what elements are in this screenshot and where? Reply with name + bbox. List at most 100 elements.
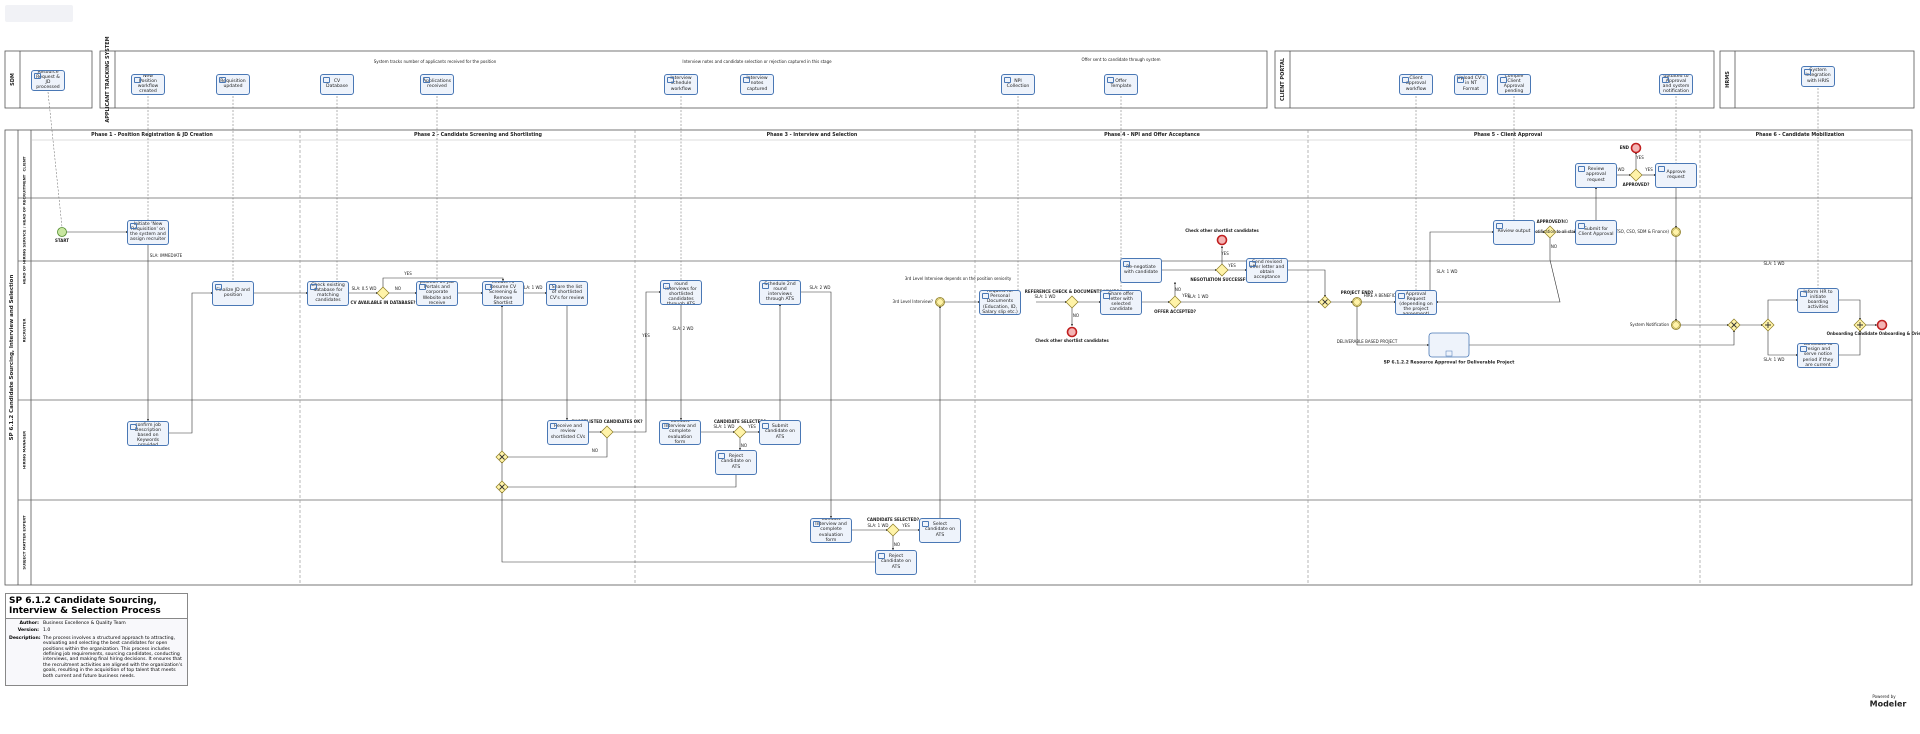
task: Share offer letter with selected candida… <box>1100 289 1142 315</box>
gateway-label: CV AVAILABLE IN DATABASE? <box>351 300 417 305</box>
sequence-flow <box>1838 299 1862 321</box>
task: Inform HR to initiate boarding activitie… <box>1797 287 1839 313</box>
gateway-symbol <box>1322 299 1328 305</box>
gateway <box>886 523 900 537</box>
gateway-label: CANDIDATE SELECTED? <box>714 419 767 424</box>
task: Compile Client Approval pending <box>1497 73 1531 95</box>
document-key: Version: <box>17 628 39 634</box>
gateway <box>1215 263 1229 277</box>
flow-label: SLA: IMMEDIATE <box>150 253 183 258</box>
task: Inform the candidate to resign and serve… <box>1797 342 1839 368</box>
event <box>1671 320 1681 330</box>
gateway <box>1168 295 1182 309</box>
subprocess-label: SP 6.1.2.2 Resource Approval for Deliver… <box>1384 360 1515 366</box>
task: Requisition updated <box>216 73 250 95</box>
gateway-label: CANDIDATE SELECTED? <box>867 517 920 522</box>
gateway <box>1629 168 1643 182</box>
gateway-label: SHORTLISTED CANDIDATES OK? <box>571 419 643 424</box>
annotation: System tracks number of applicants recei… <box>374 59 497 64</box>
flow-label: YES <box>403 271 412 276</box>
sequence-flow <box>505 474 737 489</box>
task: NPI Collection <box>1001 73 1035 95</box>
pool-label: SDM <box>10 73 16 86</box>
task: Status updated to Approval and system no… <box>1659 73 1693 95</box>
gateway-symbol <box>499 454 505 460</box>
task: Submit for Client Approval <box>1575 219 1617 245</box>
flow-label: SLA: 1 WD <box>1188 294 1209 299</box>
main-pool <box>4 129 1913 586</box>
document-row: Version: 1.0 <box>9 628 184 633</box>
gateway-label: OFFER ACCEPTED? <box>1154 309 1196 314</box>
gateway-symbol <box>1731 322 1737 328</box>
sequence-flow <box>1469 329 1736 346</box>
task: Select candidate on ATS <box>919 517 961 543</box>
pool-label: APPLICANT TRACKING SYSTEM <box>105 36 111 122</box>
sequence-flow <box>1287 269 1327 298</box>
sequence-flow <box>500 490 876 563</box>
sequence-flow <box>168 291 214 434</box>
task: Interview schedule workflow <box>664 73 698 95</box>
event-label: END <box>1620 145 1630 150</box>
task: Submit candidate on ATS <box>759 419 801 445</box>
task: Re-negotiate with candidate <box>1120 257 1162 283</box>
task: Conduct Interview and complete evaluatio… <box>659 419 701 445</box>
gateway-symbol <box>1857 322 1863 328</box>
flow-label: NO <box>894 542 900 547</box>
gateway <box>1543 225 1557 239</box>
event-ring <box>1353 298 1361 306</box>
event-label: System Notification <box>1630 322 1670 327</box>
gateway-label: APPROVED? <box>1623 182 1650 187</box>
sequence-flow <box>1767 330 1799 357</box>
task: Review and confirm job Description based… <box>127 420 169 446</box>
task: Upload CV's in NT Format <box>1454 73 1488 95</box>
task: Schedule 2nd round interviews through AT… <box>759 279 801 305</box>
flow-label: YES <box>641 333 650 338</box>
annotation: Offer sent to candidate through system <box>1081 57 1160 62</box>
sequence-flow <box>1767 298 1799 320</box>
event-label: Onboarding Candidate Onboarding & Orient… <box>1827 331 1920 336</box>
task: Initiate AI Resume CV Screening & Remove… <box>482 280 524 306</box>
gateway <box>1065 295 1079 309</box>
gateway-label: REFERENCE CHECK & DOCUMENTS VALID? <box>1025 289 1120 294</box>
lane-label: CLIENT <box>22 156 27 171</box>
gateway <box>600 425 614 439</box>
flow-label: SLA: 0.5 WD <box>352 286 377 291</box>
task: Reject candidate on ATS <box>875 549 917 575</box>
task: Share the list of shortlisted CV's for r… <box>546 280 588 306</box>
event-label: Check other shortlist candidates <box>1185 228 1259 233</box>
event-ring <box>1672 321 1680 329</box>
task: Interview notes captured <box>740 73 774 95</box>
document-rows: Author: Business Excellence & Quality Tea… <box>6 621 187 679</box>
flow-label: SLA: 1 WD <box>1035 294 1056 299</box>
subprocess <box>1428 332 1470 358</box>
task: New Position workflow created <box>131 73 165 95</box>
pool-label: SP 6.1.2 Candidate Sourcing, Interview a… <box>9 275 15 441</box>
task: Schedule 1st round interviews for shortl… <box>660 279 702 305</box>
sequence-flow <box>1356 306 1430 347</box>
task: Applications received <box>420 73 454 95</box>
phase-label: Phase 2 - Candidate Screening and Shortl… <box>414 132 543 138</box>
event <box>1630 142 1642 154</box>
task: Send revised offer letter and obtain acc… <box>1246 257 1288 283</box>
flow-label: SLA: 1 WD <box>1764 261 1785 266</box>
task: Advertise position on Job Portals and co… <box>416 280 458 306</box>
message-flow <box>47 91 63 228</box>
phase-label: Phase 5 - Client Approval <box>1474 132 1543 138</box>
flow-label: NO <box>395 286 401 291</box>
logo-text: Powered by <box>1872 694 1896 699</box>
phase-label: Phase 1 - Position Registration & JD Cre… <box>91 132 213 138</box>
flow-label: NO <box>1551 244 1557 249</box>
flow-label: SLA: 1 WD <box>714 424 735 429</box>
document-key: Description: <box>9 635 41 641</box>
flow-label: YES <box>747 424 756 429</box>
lane-label: SUBJECT MATTER EXPERT <box>22 515 27 570</box>
flow-label: SLA: 1 WD <box>522 285 543 290</box>
annotation: Interview notes and candidate selection … <box>682 59 832 64</box>
sequence-flow <box>382 277 505 288</box>
phase-label: Phase 4 - NPI and Offer Acceptance <box>1104 132 1200 138</box>
event <box>1216 234 1228 246</box>
flow-label: YES <box>901 523 910 528</box>
task: Initiate Client Approval Request (depend… <box>1395 289 1437 315</box>
event-label: PROJECT END? <box>1341 290 1374 295</box>
